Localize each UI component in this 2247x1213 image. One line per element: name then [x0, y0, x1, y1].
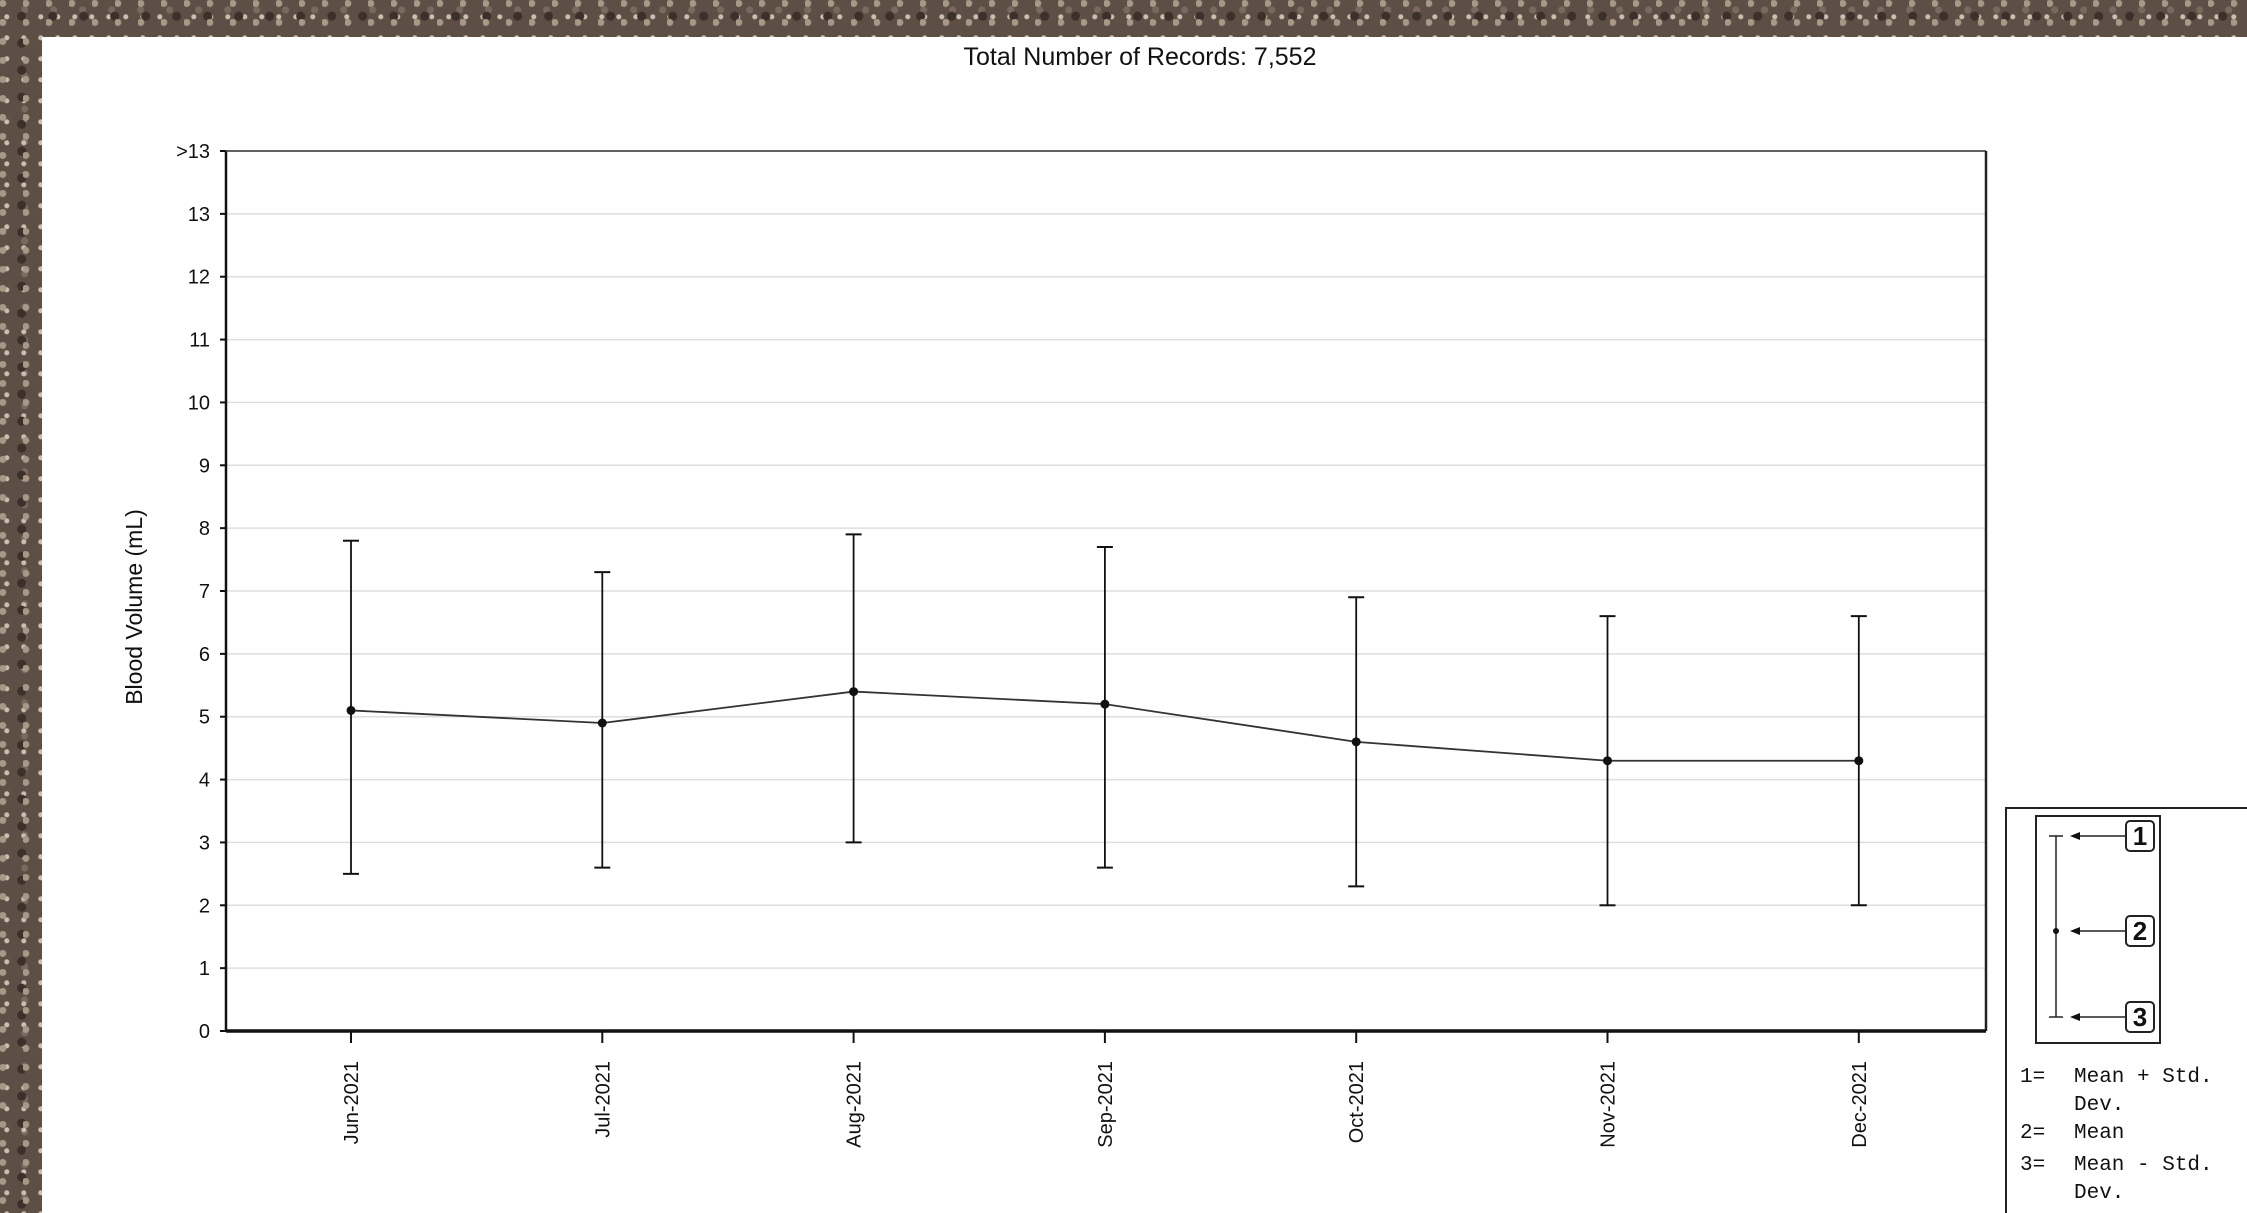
x-tick-label: Aug-2021: [844, 1061, 866, 1148]
mean-point: [1603, 756, 1612, 766]
mean-point: [346, 705, 356, 715]
x-tick-label: Jul-2021: [592, 1061, 614, 1138]
x-tick-label: Sep-2021: [1095, 1061, 1117, 1148]
x-tick-label: Dec-2021: [1849, 1061, 1871, 1148]
legend-entry-text: Mean - Std.: [2074, 1154, 2213, 1177]
legend-marker-number: 1: [2133, 821, 2147, 851]
mean-point: [1351, 737, 1361, 747]
legend-entry-text: Dev.: [2074, 1094, 2124, 1117]
y-tick-label: 4: [199, 770, 210, 792]
x-tick-label: Oct-2021: [1346, 1061, 1368, 1143]
y-tick-label: 10: [188, 392, 210, 414]
x-axis-ticks: Jun-2021 Jul-2021 Aug-2021 Sep-2021 Oct-2021…: [341, 1031, 1871, 1148]
error-bar-chart: Total Number of Records: 7,552 012345678…: [121, 43, 2247, 1213]
legend-entry-prefix: 2=: [2020, 1122, 2045, 1145]
y-tick-label: 9: [199, 455, 210, 477]
legend-entry-text: Mean: [2074, 1122, 2124, 1145]
y-tick-label: 13: [188, 204, 210, 226]
legend-entry-text: Dev.: [2074, 1182, 2124, 1205]
mean-point: [849, 687, 859, 697]
x-tick-label: Jun-2021: [341, 1061, 363, 1144]
mean-point: [1100, 699, 1110, 709]
legend-marker-number: 2: [2133, 916, 2147, 946]
y-tick-label: 11: [189, 330, 210, 352]
y-tick-label: 3: [199, 832, 210, 854]
series-mean: [343, 533, 1867, 907]
legend-marker-number: 3: [2133, 1002, 2147, 1032]
y-axis-title: Blood Volume (mL): [121, 509, 147, 705]
y-tick-label: >13: [176, 141, 210, 163]
x-tick-label: Nov-2021: [1598, 1061, 1620, 1148]
mean-point: [597, 718, 607, 728]
legend: 1 2 3 1= Mean + Std. Dev. 2= Mean 3= Mean - Std. D…: [2005, 807, 2247, 1213]
y-tick-label: 7: [199, 581, 210, 603]
legend-arrow-head: [2070, 1013, 2080, 1021]
legend-marker-box: [2125, 820, 2155, 852]
y-tick-label: 5: [199, 707, 210, 729]
mean-point: [1854, 756, 1864, 766]
legend-entry-text: Mean + Std.: [2074, 1066, 2213, 1089]
y-tick-label: 0: [199, 1021, 210, 1043]
grid-lines: [226, 150, 1986, 969]
y-tick-label: 2: [199, 895, 210, 917]
legend-marker-box: [2125, 1001, 2155, 1033]
legend-entry-prefix: 1=: [2020, 1066, 2045, 1089]
legend-entry-prefix: 3=: [2020, 1154, 2045, 1177]
y-tick-label: 8: [199, 518, 210, 540]
page-title: Total Number of Records: 7,552: [964, 43, 1317, 71]
y-tick-label: 1: [199, 958, 210, 980]
legend-arrow-head: [2070, 832, 2080, 840]
y-tick-label: 12: [188, 267, 210, 289]
y-tick-label: 6: [199, 644, 210, 666]
legend-arrow-head: [2070, 927, 2080, 935]
legend-marker-box: [2125, 915, 2155, 947]
legend-mean-point: [2053, 928, 2059, 934]
